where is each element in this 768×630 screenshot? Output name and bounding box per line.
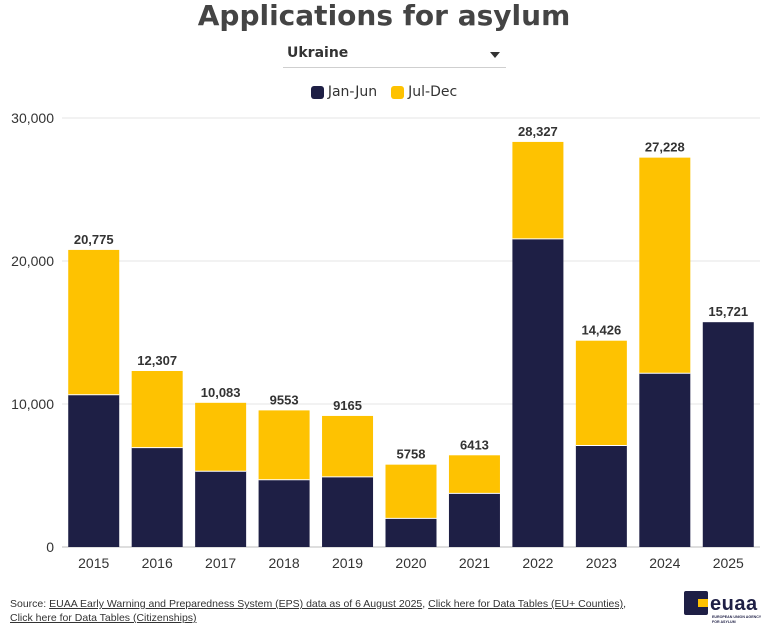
bar-total-label: 27,228	[645, 140, 685, 155]
legend-swatch-jan-jun	[310, 85, 324, 99]
x-tick-label: 2015	[78, 555, 109, 571]
source-prefix: Source:	[10, 598, 50, 610]
bar-total-label: 15,721	[708, 304, 748, 319]
bar-segment-jul-dec	[322, 415, 374, 477]
bar-segment-jul-dec	[575, 340, 627, 446]
legend-label-jan-jun: Jan-Jun	[327, 84, 378, 100]
euaa-logo-mark	[684, 591, 708, 615]
bar-segment-jul-dec	[195, 402, 247, 472]
y-tick-label: 0	[46, 539, 54, 555]
bar-total-label: 20,775	[74, 232, 114, 247]
legend-label-jul-dec: Jul-Dec	[408, 84, 458, 100]
x-tick-label: 2018	[269, 555, 300, 571]
data-tables-citizenships-link[interactable]: Click here for Data Tables (Citizenships…	[10, 612, 197, 624]
bar-segment-jan-jun	[258, 479, 310, 547]
bar-total-label: 10,083	[201, 385, 241, 400]
footer-separator: ,	[422, 598, 429, 610]
x-tick-label: 2024	[649, 555, 680, 571]
y-tick-label: 30,000	[11, 110, 54, 126]
bar-segment-jan-jun	[68, 394, 120, 547]
chevron-down-icon[interactable]	[490, 52, 500, 58]
legend-item-jan-jun[interactable]: Jan-Jun	[310, 84, 378, 100]
bar-chart: 0 10,000 20,000 30,000 20,775 2015 12,307 2016 1…	[11, 110, 760, 571]
bar-segment-jul-dec	[258, 410, 310, 480]
y-tick-label: 20,000	[11, 253, 54, 269]
bar-total-label: 6413	[460, 437, 489, 452]
bar-segment-jul-dec	[448, 455, 500, 494]
bar-total-label: 28,327	[518, 124, 558, 139]
country-dropdown[interactable]: Ukraine	[283, 42, 506, 68]
x-tick-label: 2025	[713, 555, 744, 571]
legend: Jan-Jun Jul-Dec	[0, 84, 768, 100]
bar-segment-jan-jun	[702, 322, 754, 547]
y-tick-label: 10,000	[11, 396, 54, 412]
x-tick-label: 2023	[586, 555, 617, 571]
bar-segment-jul-dec	[385, 464, 437, 519]
bar-total-label: 5758	[397, 447, 426, 462]
bar-total-label: 14,426	[581, 323, 621, 338]
bar-total-label: 9165	[333, 398, 362, 413]
x-tick-label: 2022	[522, 555, 553, 571]
bar-segment-jan-jun	[195, 471, 247, 547]
x-tick-label: 2021	[459, 555, 490, 571]
dropdown-selected-value: Ukraine	[287, 45, 349, 61]
bar-segment-jan-jun	[575, 445, 627, 547]
bar-segment-jan-jun	[385, 518, 437, 547]
euaa-logo-subtitle: EUROPEAN UNION AGENCY FOR ASYLUM	[712, 615, 762, 624]
bar-segment-jan-jun	[512, 238, 564, 547]
source-note: Source: EUAA Early Warning and Preparedn…	[10, 597, 670, 625]
data-tables-eu-link[interactable]: Click here for Data Tables (EU+ Counties…	[428, 598, 624, 610]
bar-segment-jul-dec	[131, 371, 183, 448]
legend-item-jul-dec[interactable]: Jul-Dec	[391, 84, 457, 100]
footer-separator-2: ,	[623, 598, 627, 610]
x-tick-label: 2020	[395, 555, 426, 571]
bar-total-label: 12,307	[137, 353, 177, 368]
eps-data-link[interactable]: EUAA Early Warning and Preparedness Syst…	[49, 598, 423, 610]
chart-title: Applications for asylum	[197, 0, 571, 32]
euaa-logo-text: euaa	[710, 593, 758, 615]
bar-segment-jul-dec	[639, 157, 691, 374]
bar-segment-jan-jun	[448, 493, 500, 547]
x-tick-label: 2017	[205, 555, 236, 571]
x-tick-label: 2016	[142, 555, 173, 571]
bar-segment-jan-jun	[322, 476, 374, 547]
bar-segment-jul-dec	[68, 249, 120, 395]
bar-segment-jan-jun	[131, 447, 183, 547]
x-tick-label: 2019	[332, 555, 363, 571]
bar-segment-jul-dec	[512, 141, 564, 239]
euaa-logo: euaa EUROPEAN UNION AGENCY FOR ASYLUM	[684, 591, 764, 627]
bar-segment-jan-jun	[639, 373, 691, 547]
legend-swatch-jul-dec	[391, 85, 405, 99]
bar-total-label: 9553	[270, 392, 299, 407]
